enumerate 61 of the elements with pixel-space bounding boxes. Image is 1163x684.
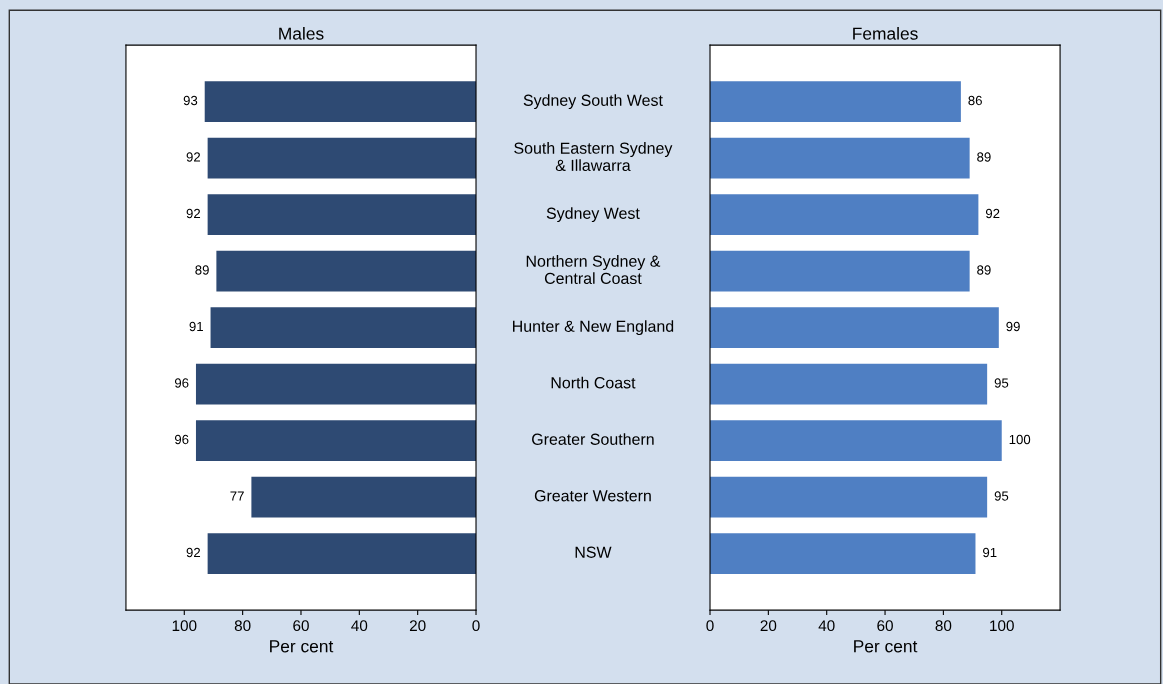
- y-tick-label: Sydney West: [546, 207, 640, 223]
- data-label: 92: [186, 208, 201, 219]
- y-tick-label: South Eastern Sydney & Illawarra: [514, 142, 673, 172]
- y-tick-label: North Coast: [551, 376, 636, 389]
- chart-title: Males: [279, 27, 324, 40]
- bar: [210, 307, 477, 348]
- data-label: 89: [977, 152, 991, 162]
- x-axis-title: Per cent: [270, 640, 334, 653]
- bar: [195, 363, 477, 405]
- bar: [207, 194, 477, 235]
- x-tick-label: 80: [935, 620, 952, 632]
- bar: [710, 137, 970, 179]
- y-tick-label: Greater Western: [534, 490, 651, 502]
- bar: [710, 363, 988, 405]
- bar: [204, 81, 477, 122]
- bar: [710, 307, 999, 348]
- bar: [195, 420, 477, 461]
- bar: [710, 81, 961, 122]
- data-label: 92: [186, 152, 201, 162]
- data-label: 92: [186, 547, 201, 558]
- x-tick-label: 60: [293, 620, 309, 632]
- y-tick-label: Northern Sydney & Central Coast: [526, 255, 661, 285]
- data-label: 100: [1009, 434, 1031, 445]
- bar: [216, 250, 477, 292]
- x-tick-label: 20: [409, 620, 426, 632]
- data-label: 96: [174, 434, 189, 445]
- x-tick-label: 100: [172, 620, 197, 632]
- data-label: 89: [977, 265, 991, 275]
- data-label: 92: [985, 208, 1000, 219]
- x-tick-label: 60: [877, 620, 893, 632]
- x-tick-label: 80: [234, 620, 251, 632]
- data-label: 96: [174, 378, 189, 388]
- data-label: 91: [189, 321, 203, 332]
- data-label: 77: [230, 491, 244, 501]
- y-tick-label: Greater Southern: [532, 433, 654, 445]
- bar: [710, 476, 988, 518]
- data-label: 95: [994, 378, 1009, 388]
- bar: [710, 250, 970, 292]
- y-tick-label: Sydney South West: [523, 94, 663, 110]
- bar: [251, 476, 477, 518]
- data-label: 93: [183, 95, 198, 106]
- x-tick-label: 40: [351, 620, 368, 632]
- x-tick-label: 0: [706, 620, 714, 632]
- x-tick-label: 40: [818, 620, 835, 632]
- bar: [710, 533, 976, 574]
- x-tick-label: 0: [472, 620, 480, 632]
- y-tick-label: NSW: [575, 546, 612, 558]
- data-label: 89: [195, 265, 209, 275]
- bar: [207, 137, 477, 179]
- chart-title: Females: [853, 27, 918, 40]
- data-label: 95: [994, 491, 1009, 501]
- x-tick-label: 20: [760, 620, 777, 632]
- y-tick-label: Hunter & New England: [513, 320, 674, 336]
- data-label: 91: [983, 547, 997, 558]
- x-axis-title: Per cent: [854, 640, 918, 653]
- bar: [710, 194, 979, 235]
- bar: [207, 533, 477, 574]
- x-tick-label: 100: [990, 620, 1014, 632]
- data-label: 99: [1006, 321, 1020, 332]
- data-label: 86: [968, 95, 982, 106]
- bar: [710, 420, 1002, 461]
